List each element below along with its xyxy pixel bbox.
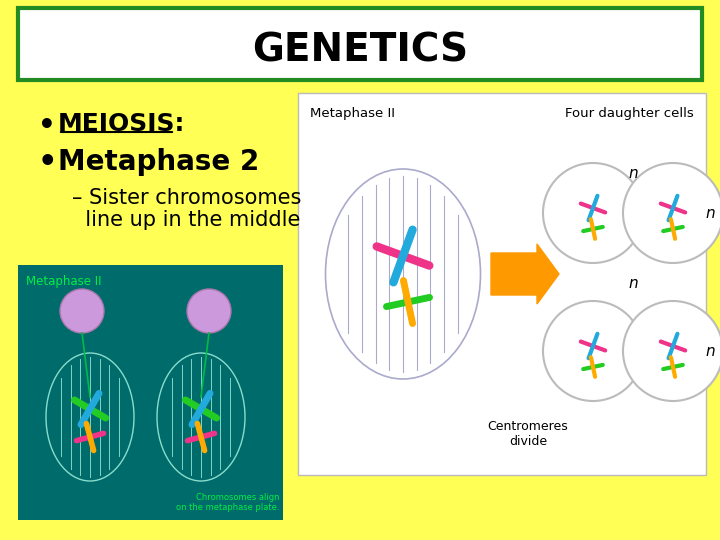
Text: Centromeres
divide: Centromeres divide (487, 420, 568, 448)
Text: n: n (705, 206, 715, 220)
Text: Chromosomes align
on the metaphase plate.: Chromosomes align on the metaphase plate… (176, 492, 279, 512)
Text: Metaphase 2: Metaphase 2 (58, 148, 259, 176)
Text: Metaphase II: Metaphase II (310, 107, 395, 120)
Text: GENETICS: GENETICS (252, 31, 468, 69)
Circle shape (60, 289, 104, 333)
Text: n: n (628, 276, 638, 292)
FancyArrow shape (491, 244, 559, 304)
Text: – Sister chromosomes: – Sister chromosomes (72, 188, 302, 208)
Text: line up in the middle: line up in the middle (72, 210, 300, 230)
FancyBboxPatch shape (18, 8, 702, 80)
Text: n: n (628, 165, 638, 180)
Circle shape (623, 163, 720, 263)
Text: •: • (38, 148, 58, 177)
Text: MEIOSIS:: MEIOSIS: (58, 112, 185, 136)
Circle shape (543, 301, 643, 401)
Bar (298, 93, 706, 475)
Bar (18, 265, 283, 520)
Text: n: n (705, 343, 715, 359)
Circle shape (543, 163, 643, 263)
Text: Four daughter cells: Four daughter cells (565, 107, 694, 120)
Circle shape (187, 289, 231, 333)
Circle shape (623, 301, 720, 401)
Text: Metaphase II: Metaphase II (26, 275, 102, 288)
Text: •: • (38, 112, 55, 140)
